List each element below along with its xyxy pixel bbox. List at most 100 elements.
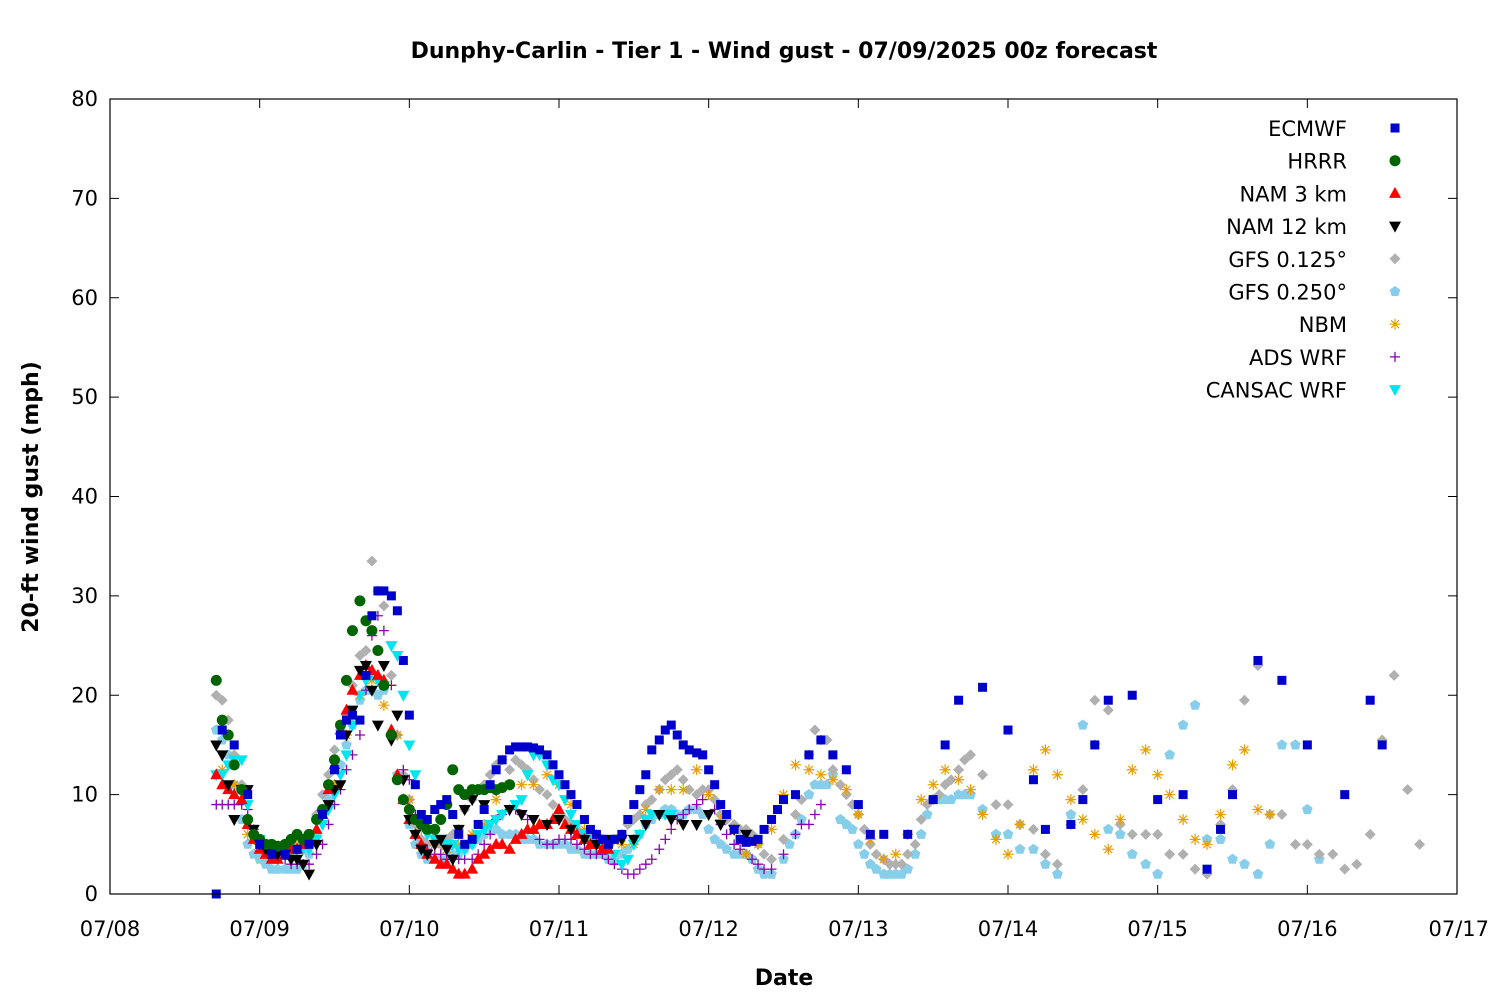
data-point — [366, 555, 378, 567]
data-point — [403, 740, 416, 752]
y-tick-label: 50 — [71, 385, 98, 409]
data-point — [534, 784, 546, 796]
data-point — [360, 645, 372, 657]
data-point — [454, 829, 464, 839]
data-point — [684, 804, 695, 815]
data-point — [430, 805, 440, 815]
data-point — [1027, 764, 1039, 776]
data-point — [272, 863, 283, 874]
data-point — [1327, 848, 1339, 860]
data-point — [503, 842, 516, 854]
data-point — [458, 867, 471, 879]
data-point — [503, 805, 516, 817]
data-point — [216, 764, 228, 776]
data-point — [1216, 824, 1226, 834]
data-point — [385, 669, 397, 681]
data-point — [484, 842, 497, 854]
data-point — [385, 729, 397, 741]
data-point — [1164, 749, 1175, 760]
data-point — [790, 829, 801, 840]
data-point — [1102, 843, 1114, 855]
y-tick-label: 20 — [71, 683, 98, 707]
data-point — [597, 834, 607, 844]
data-point — [397, 690, 410, 702]
legend-marker — [1390, 123, 1400, 133]
data-point — [329, 754, 340, 766]
data-point — [1114, 828, 1126, 839]
data-point — [440, 844, 453, 856]
data-point — [677, 819, 690, 831]
data-point — [516, 779, 528, 791]
data-point — [1126, 764, 1138, 776]
data-point — [521, 770, 534, 782]
data-point — [398, 655, 408, 665]
data-point — [990, 799, 1002, 811]
data-point — [803, 789, 815, 800]
data-point — [609, 834, 619, 844]
data-point — [758, 848, 770, 860]
data-point — [579, 814, 589, 824]
data-point — [428, 852, 441, 864]
data-point — [641, 770, 651, 780]
data-point — [965, 784, 977, 796]
data-point — [1039, 848, 1051, 860]
data-point — [1351, 858, 1363, 870]
legend-marker — [1389, 186, 1401, 198]
data-point — [361, 670, 371, 680]
data-point — [1152, 828, 1164, 840]
data-point — [1089, 694, 1101, 706]
data-point — [639, 819, 652, 831]
data-point — [235, 793, 248, 805]
data-point — [709, 804, 720, 815]
data-point — [434, 834, 447, 846]
data-point — [815, 769, 827, 781]
series-gfs-0-250- — [210, 684, 1325, 879]
data-point — [660, 725, 670, 735]
data-point — [1177, 848, 1189, 860]
data-point — [1264, 838, 1276, 849]
legend-label: NAM 3 km — [1239, 182, 1347, 206]
data-point — [1365, 695, 1375, 705]
x-axis-label: Date — [755, 966, 814, 991]
data-point — [789, 809, 801, 820]
data-point — [359, 660, 372, 672]
data-point — [660, 834, 671, 845]
data-point — [1313, 848, 1325, 860]
data-point — [909, 848, 921, 859]
data-point — [1103, 695, 1113, 705]
data-point — [355, 715, 365, 725]
data-point — [323, 779, 335, 791]
data-point — [678, 740, 688, 750]
data-point — [1402, 784, 1414, 796]
data-point — [1238, 694, 1250, 706]
data-point — [515, 810, 528, 821]
data-point — [1189, 699, 1201, 710]
data-point — [527, 822, 540, 834]
data-point — [534, 834, 545, 845]
data-point — [496, 810, 509, 821]
data-point — [479, 839, 490, 850]
x-tick-label: 07/09 — [229, 917, 290, 941]
data-point — [379, 586, 389, 596]
axis-ticks: 0 10 20 30 40 50 60 70 80 07/08 07/09 07/10 07/11 07/… — [71, 87, 1489, 941]
data-point — [422, 814, 432, 824]
data-point — [1126, 828, 1138, 840]
data-point — [440, 857, 453, 869]
data-point — [714, 819, 727, 831]
x-tick-label: 07/10 — [379, 917, 440, 941]
data-point — [228, 779, 240, 791]
data-point — [222, 780, 235, 792]
data-point — [1177, 813, 1189, 825]
data-point — [809, 724, 821, 736]
data-point — [458, 805, 471, 817]
data-point — [1215, 833, 1226, 844]
data-point — [365, 685, 378, 697]
data-point — [447, 764, 459, 776]
data-point — [615, 859, 628, 871]
data-point — [442, 795, 452, 805]
legend: ECMWF HRRR NAM 3 km NAM 12 km GFS 0.125° GFS … — [1206, 117, 1401, 403]
data-point — [436, 800, 446, 810]
data-point — [565, 799, 577, 811]
data-point — [752, 838, 764, 850]
